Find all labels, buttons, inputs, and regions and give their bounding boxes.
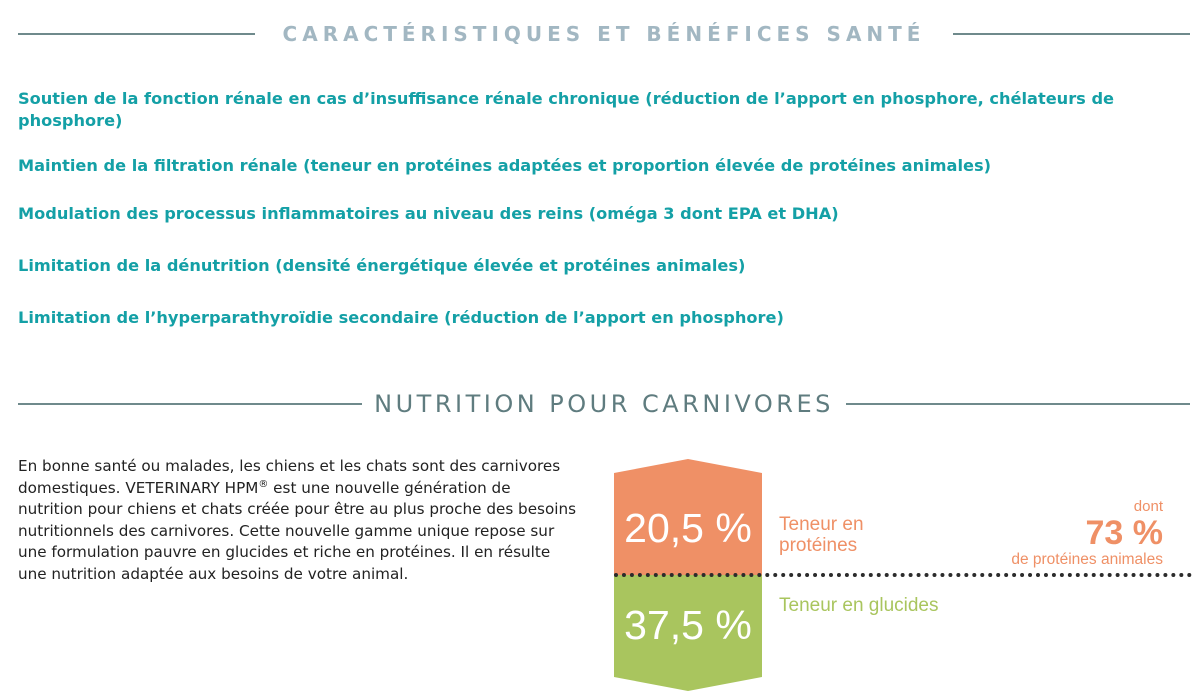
section-title-nutrition: NUTRITION POUR CARNIVORES <box>374 390 834 418</box>
carb-label: Teneur en glucides <box>779 595 939 616</box>
heading-rule-left <box>18 33 255 35</box>
protein-label: Teneur en protéines <box>779 514 864 556</box>
section-title-benefits: CARACTÉRISTIQUES ET BÉNÉFICES SANTÉ <box>282 22 926 46</box>
protein-shape <box>614 459 762 575</box>
heading-rule-right <box>845 403 1191 405</box>
animal-protein-prefix: dont <box>1133 498 1163 515</box>
intro-text-start: En bonne santé ou malades, les chiens et… <box>18 457 561 497</box>
registered-mark: ® <box>258 478 269 490</box>
animal-protein-callout: dont 73 % de protéines animales <box>1011 498 1163 570</box>
intro-text-end: est une nouvelle génération de nutrition… <box>18 478 577 583</box>
section-heading-nutrition: NUTRITION POUR CARNIVORES <box>18 390 1191 418</box>
benefit-item-denutrition: Limitation de la dénutrition (densité én… <box>18 256 746 275</box>
benefit-item-inflammation: Modulation des processus inflammatoires … <box>18 204 839 223</box>
animal-protein-label: de protéines animales <box>1011 551 1163 568</box>
dotted-divider <box>614 573 1192 577</box>
benefit-item-renal-support: Soutien de la fonction rénale en cas d’i… <box>18 89 1115 130</box>
protein-label-line1: Teneur en <box>779 514 864 535</box>
intro-paragraph: En bonne santé ou malades, les chiens et… <box>18 456 580 585</box>
benefit-item-hyperparathyroidism: Limitation de l’hyperparathyroïdie secon… <box>18 308 784 327</box>
heading-rule-left <box>18 403 363 405</box>
protein-value: 20,5 % <box>624 505 752 551</box>
section-heading-benefits: CARACTÉRISTIQUES ET BÉNÉFICES SANTÉ <box>18 22 1190 46</box>
animal-protein-value: 73 % <box>1085 514 1164 552</box>
carb-shape <box>614 575 762 691</box>
heading-rule-right <box>953 33 1190 35</box>
protein-label-line2: protéines <box>779 535 858 556</box>
carb-value: 37,5 % <box>624 602 752 648</box>
benefit-item-renal-filtration: Maintien de la filtration rénale (teneur… <box>18 156 992 175</box>
